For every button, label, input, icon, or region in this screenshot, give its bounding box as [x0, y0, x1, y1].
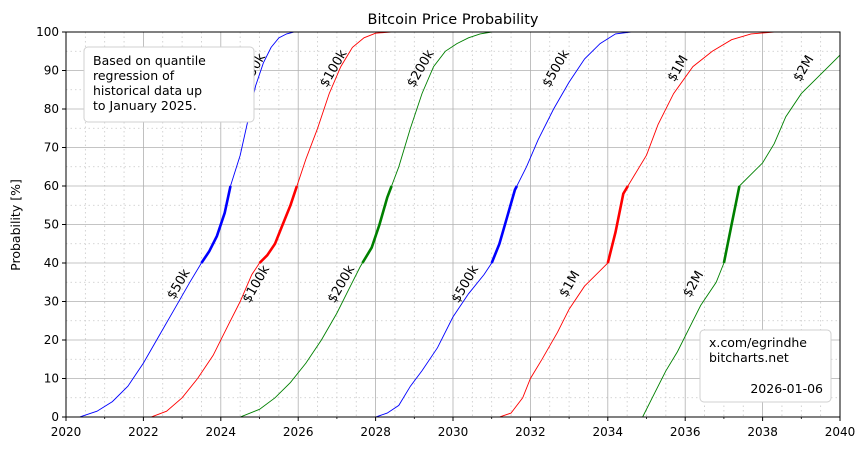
x-tick-label: 2036: [670, 425, 701, 439]
series-highlight: [258, 185, 299, 264]
note-line-3: historical data up: [93, 83, 202, 98]
note-box-frame: [83, 46, 255, 123]
credit-box-frame: [699, 329, 832, 403]
curve-label-low: $1M: [557, 269, 584, 301]
series-layer: [66, 31, 841, 418]
curve-label-low: $50k: [164, 266, 193, 302]
x-tick-label: 2022: [128, 425, 159, 439]
grid: [65, 31, 841, 418]
curve-label-low: $200k: [325, 263, 359, 306]
curve-label-high: $100k: [317, 47, 351, 90]
y-tick-label: 20: [44, 333, 59, 347]
note-box: Based on quantile regression of historic…: [83, 46, 255, 123]
y-tick-label: 10: [44, 372, 59, 386]
curve-labels: $50k$50k$100k$100k$200k$200k$500k$500k$1…: [164, 47, 817, 306]
curve-label-high: $1M: [665, 53, 692, 85]
series-4: [66, 31, 840, 418]
x-tick-label: 2038: [747, 425, 778, 439]
note-line-4: to January 2025.: [93, 98, 197, 113]
credit-line-1: x.com/egrindhe: [709, 335, 807, 350]
x-tick-label: 2034: [593, 425, 624, 439]
series-3: [66, 31, 840, 418]
curve-label-low: $500k: [449, 263, 483, 306]
series-highlight: [490, 185, 519, 264]
y-tick-label: 30: [44, 295, 59, 309]
series-highlight: [200, 185, 232, 264]
x-tick-label: 2024: [206, 425, 237, 439]
x-tick-label: 2026: [283, 425, 314, 439]
x-tick-label: 2032: [515, 425, 546, 439]
curve-label-low: $2M: [680, 269, 707, 301]
y-tick-label: 100: [36, 25, 59, 39]
chart-title: Bitcoin Price Probability: [368, 12, 539, 28]
y-tick-label: 70: [44, 141, 59, 155]
x-tick-label: 2040: [825, 425, 856, 439]
y-tick-label: 40: [44, 256, 59, 270]
y-axis-label: Probability [%]: [8, 179, 23, 271]
curve-label-high: $2M: [791, 53, 818, 85]
series-highlight: [361, 185, 393, 264]
axis-ticks: 2020 2022 2024 2026 2028 2030 2032 2034 2036 2038…: [36, 25, 855, 439]
series-2: [66, 31, 840, 418]
curve-label-low: $100k: [240, 263, 274, 306]
y-tick-label: 80: [44, 102, 59, 116]
series-5: [66, 31, 840, 418]
y-tick-label: 50: [44, 218, 59, 232]
series-highlight: [606, 185, 630, 264]
note-line-2: regression of: [93, 68, 175, 83]
plot-frame: [65, 31, 841, 418]
series-6: [66, 54, 841, 418]
series-highlight: [722, 185, 741, 264]
x-tick-label: 2028: [360, 425, 391, 439]
y-tick-label: 60: [44, 179, 59, 193]
credit-box: x.com/egrindhe bitcharts.net 2026-01-06: [699, 329, 832, 403]
note-line-1: Based on quantile: [93, 53, 206, 68]
credit-line-2: bitcharts.net: [709, 350, 789, 365]
date-stamp: 2026-01-06: [750, 381, 823, 396]
series-1: [66, 31, 840, 418]
x-tick-label: 2030: [438, 425, 469, 439]
y-tick-label: 0: [51, 410, 59, 424]
x-tick-label: 2020: [51, 425, 82, 439]
y-tick-label: 90: [44, 64, 59, 78]
